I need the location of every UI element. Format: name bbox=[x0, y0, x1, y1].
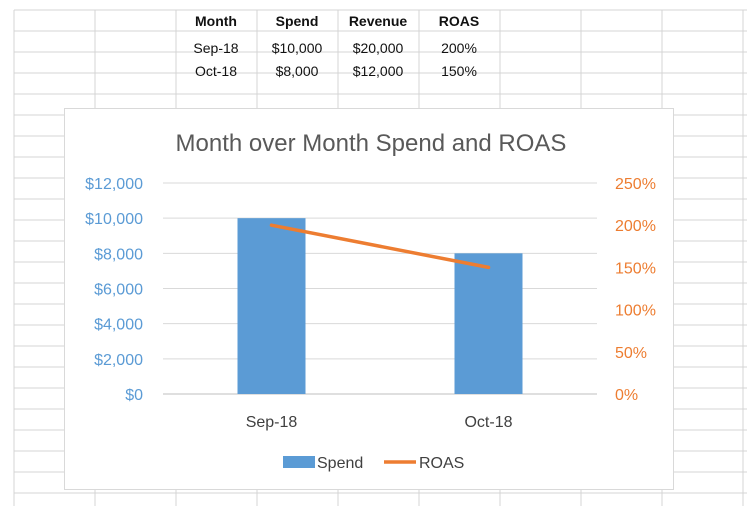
y-left-tick-label: $12,000 bbox=[85, 176, 143, 193]
y-right-tick-label: 100% bbox=[615, 303, 656, 320]
roas-line bbox=[269, 223, 491, 270]
y-right-tick-label: 50% bbox=[615, 345, 647, 362]
y-left-tick-label: $4,000 bbox=[94, 317, 143, 334]
legend-swatch-spend bbox=[283, 456, 315, 468]
y-left-tick-label: $2,000 bbox=[94, 352, 143, 369]
legend-label-spend: Spend bbox=[317, 455, 363, 472]
table-header-roas: ROAS bbox=[439, 13, 479, 29]
spend-bar bbox=[454, 253, 523, 394]
y-right-tick-label: 0% bbox=[615, 387, 638, 404]
data-table: Month Spend Revenue ROAS Sep-18 $10,000 $20,00… bbox=[193, 13, 479, 79]
table-cell: Sep-18 bbox=[193, 40, 238, 56]
y-right-tick-label: 250% bbox=[615, 176, 656, 193]
legend-label-roas: ROAS bbox=[419, 455, 464, 472]
y-right-tick-label: 150% bbox=[615, 260, 656, 277]
y-right-tick-label: 200% bbox=[615, 218, 656, 235]
y-left-tick-label: $8,000 bbox=[94, 246, 143, 263]
table-cell: $20,000 bbox=[353, 40, 404, 56]
table-header-spend: Spend bbox=[276, 13, 319, 29]
table-cell: 150% bbox=[441, 63, 477, 79]
table-header-revenue: Revenue bbox=[349, 13, 408, 29]
legend: Spend ROAS bbox=[283, 455, 464, 472]
x-tick-label: Oct-18 bbox=[464, 414, 512, 431]
table-cell: Oct-18 bbox=[195, 63, 237, 79]
table-header-month: Month bbox=[195, 13, 237, 29]
chart-area[interactable]: Month over Month Spend and ROAS $0 $2,000… bbox=[64, 108, 674, 490]
x-tick-label: Sep-18 bbox=[246, 414, 298, 431]
table-cell: $8,000 bbox=[276, 63, 319, 79]
y-left-tick-label: $10,000 bbox=[85, 211, 143, 228]
y-left-tick-label: $6,000 bbox=[94, 282, 143, 299]
chart-title: Month over Month Spend and ROAS bbox=[176, 130, 567, 157]
spend-bar bbox=[237, 218, 306, 394]
table-cell: $10,000 bbox=[272, 40, 323, 56]
table-cell: $12,000 bbox=[353, 63, 404, 79]
y-left-tick-label: $0 bbox=[125, 387, 143, 404]
table-cell: 200% bbox=[441, 40, 477, 56]
